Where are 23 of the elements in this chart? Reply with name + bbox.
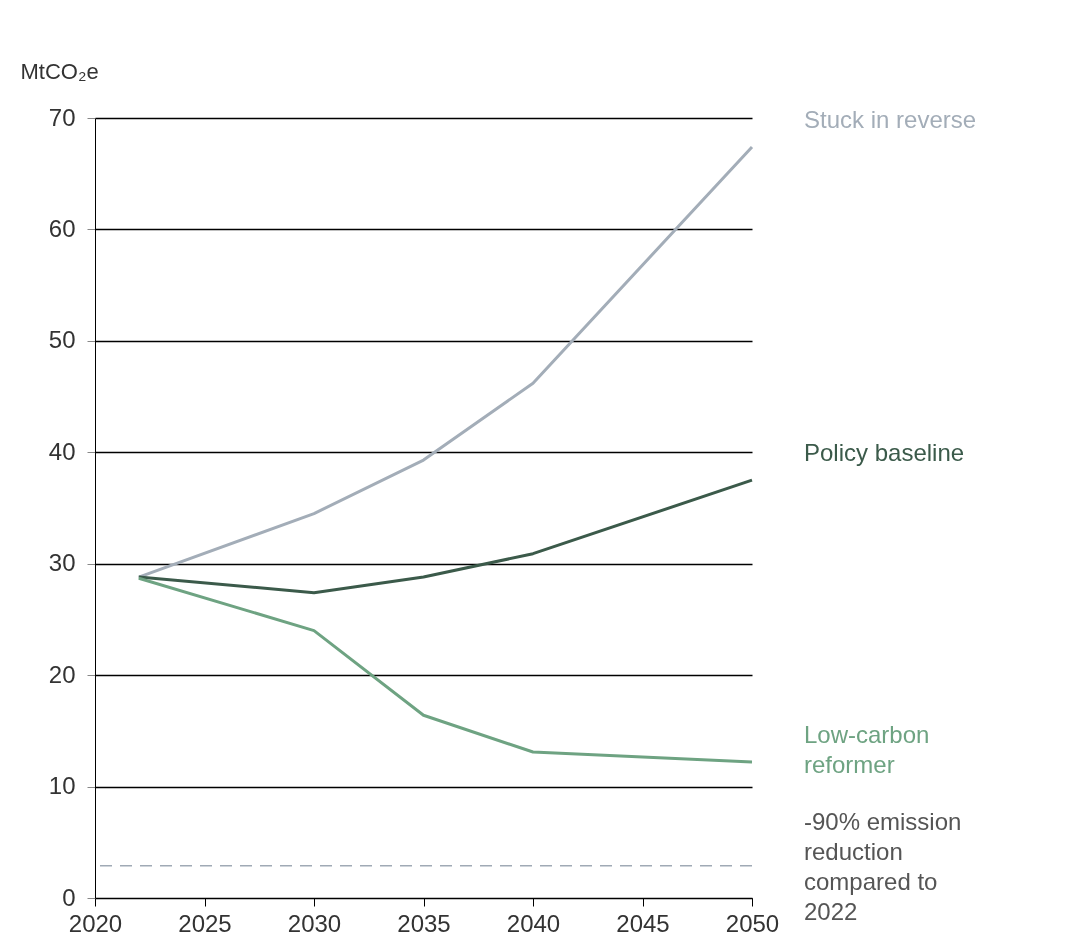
y-tick-label: 60: [48, 214, 76, 242]
y-axis-title: MtCO₂e: [20, 58, 99, 84]
y-tick-label: 50: [48, 326, 76, 354]
y-tick-label: 20: [48, 660, 76, 688]
text: Stuck in reverse: [804, 105, 977, 133]
line-series: [137, 145, 754, 579]
text: Policy baseline: [804, 439, 965, 467]
y-tick-label: 10: [48, 772, 76, 800]
x-tick-label: 2050: [725, 909, 780, 937]
text: Low-carbon reformer: [804, 721, 930, 779]
x-tick-label: 2025: [178, 909, 232, 937]
x-tick-label: 2020: [68, 909, 123, 937]
y-tick-label: 30: [48, 549, 76, 577]
ref-line-label: -90% emission reduction compared to 2022: [804, 807, 962, 925]
y-tick-label: 0: [62, 883, 76, 911]
y-tick-label: 40: [48, 437, 76, 465]
y-tick-label: 70: [48, 103, 76, 131]
x-tick-label: 2045: [616, 909, 670, 937]
line-series: [137, 478, 754, 595]
x-tick-label: 2040: [506, 909, 561, 937]
line-series: [137, 576, 754, 764]
x-tick-label: 2035: [397, 909, 451, 937]
x-tick-label: 2030: [287, 909, 342, 937]
